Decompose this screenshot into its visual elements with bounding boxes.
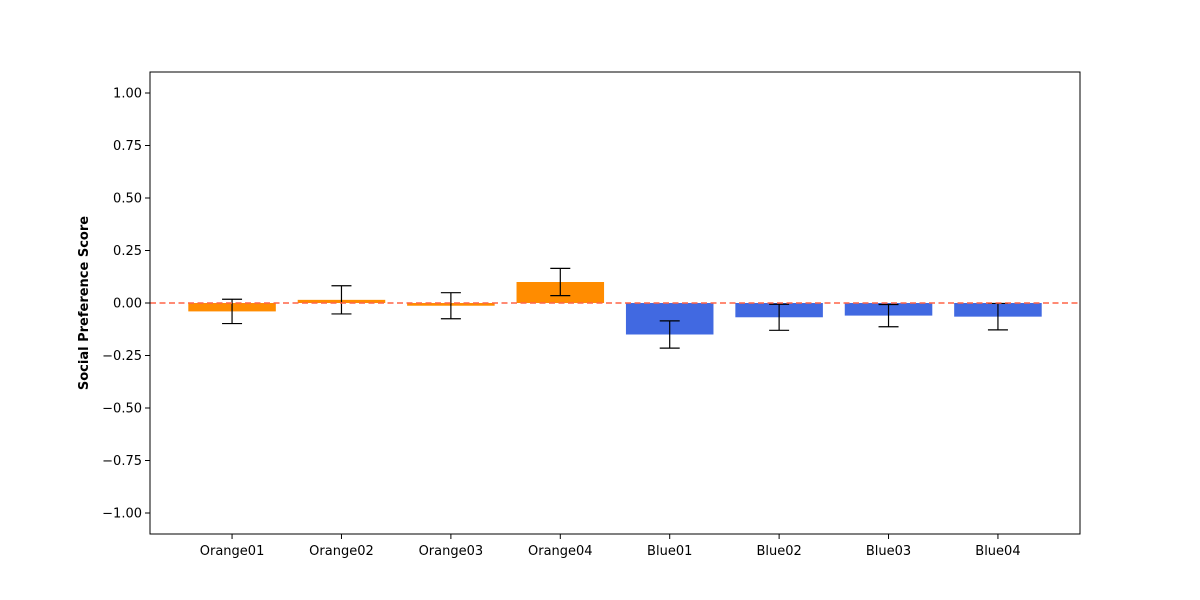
y-tick-label: −1.00 [102,507,142,522]
x-tick-label: Orange03 [419,544,484,559]
x-tick-label: Orange02 [309,544,374,559]
y-tick-label: −0.75 [102,454,142,469]
y-tick-label: −0.50 [102,402,142,417]
x-tick-label: Blue04 [975,544,1020,559]
y-axis-label: Social Preference Score [77,216,92,390]
x-tick-label: Blue02 [756,544,801,559]
x-tick-label: Blue03 [866,544,911,559]
y-tick-label: 1.00 [113,87,142,102]
y-tick-label: 0.00 [113,297,142,312]
y-tick-label: 0.75 [113,139,142,154]
y-tick-label: 0.25 [113,244,142,259]
x-tick-label: Orange01 [200,544,265,559]
error-bars-layer [222,267,1008,349]
x-tick-label: Blue01 [647,544,692,559]
x-axis-ticks: Orange01 Orange02 Orange03 Orange04 Blue01 Bl… [200,534,1021,559]
x-tick-label: Orange04 [528,544,593,559]
y-tick-label: −0.25 [102,349,142,364]
y-tick-label: 0.50 [113,192,142,207]
y-axis-ticks: 1.00 0.75 0.50 0.25 0.00 −0.25 −0.50 −0.75 −1.00 [102,87,150,522]
